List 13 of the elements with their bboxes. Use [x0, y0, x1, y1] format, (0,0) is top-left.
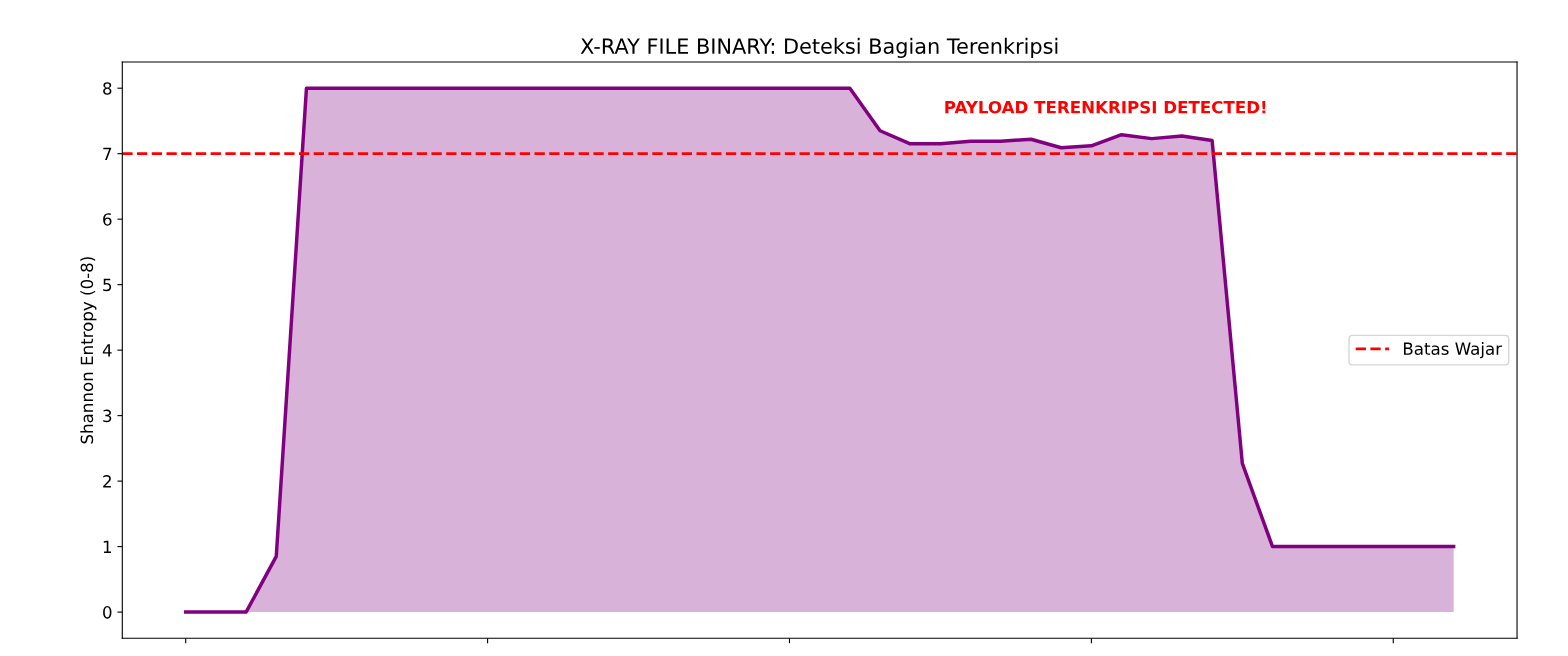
chart-title: X-RAY FILE BINARY: Deteksi Bagian Terenkripsi	[580, 37, 1058, 58]
annotation: PAYLOAD TERENKRIPSI DETECTED!	[945, 100, 1266, 114]
y-tick-label: 1	[103, 540, 112, 553]
y-tick-label: 6	[103, 213, 112, 226]
y-tick-label: 5	[103, 278, 112, 292]
y-axis-title: Shannon Entropy (0-8)	[80, 257, 97, 444]
y-tick-label: 7	[103, 147, 112, 161]
legend-label: Batas Wajar	[1403, 342, 1503, 359]
y-tick-label: 3	[103, 409, 112, 423]
y-tick-label: 0	[103, 606, 112, 619]
y-tick-label: 2	[103, 475, 111, 488]
y-tick-label: 4	[102, 344, 112, 357]
y-tick-label: 8	[103, 82, 112, 95]
